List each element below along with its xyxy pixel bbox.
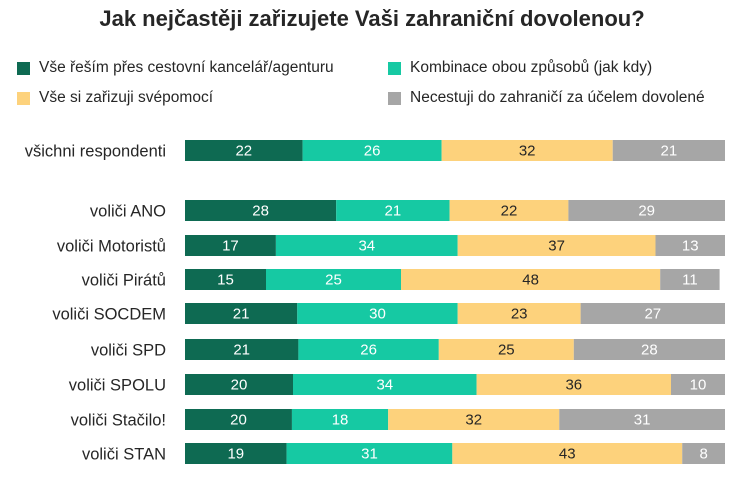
- category-label: voliči Pirátů: [82, 272, 166, 290]
- bar-segment: [297, 303, 458, 324]
- bar-segment: [275, 235, 458, 256]
- bar-segment: [682, 443, 725, 464]
- data-label: 48: [522, 272, 539, 289]
- data-label: 27: [644, 306, 661, 323]
- category-label: voliči SPOLU: [69, 377, 166, 395]
- data-label: 29: [638, 203, 655, 220]
- data-label: 22: [501, 203, 518, 220]
- data-label: 32: [519, 143, 536, 160]
- data-label: 23: [511, 306, 528, 323]
- bar-segment: [185, 200, 337, 221]
- data-label: 30: [369, 306, 386, 323]
- chart-title: Jak nejčastěji zařizujete Vaši zahraničn…: [99, 6, 645, 31]
- data-label: 37: [548, 238, 565, 255]
- legend-label: Vše řeším přes cestovní kancelář/agentur…: [39, 59, 334, 76]
- data-label: 22: [235, 143, 252, 160]
- bar-segment: [185, 140, 303, 161]
- legend-label: Necestuji do zahraničí za účelem dovolen…: [410, 89, 705, 106]
- data-label: 20: [230, 412, 247, 429]
- data-label: 21: [233, 306, 250, 323]
- legend-swatch: [17, 91, 30, 105]
- bar-segment: [457, 235, 656, 256]
- data-label: 28: [641, 342, 658, 359]
- legend-swatch: [17, 61, 30, 75]
- legend-label: Vše si zařizuji svépomocí: [39, 89, 214, 106]
- data-label: 8: [699, 446, 707, 463]
- bar-segment: [568, 200, 725, 221]
- bar-segment: [266, 269, 401, 290]
- category-label: voliči Motoristů: [57, 238, 166, 256]
- data-label: 21: [233, 342, 250, 359]
- legend-swatch: [388, 91, 401, 105]
- data-label: 19: [227, 446, 244, 463]
- data-label: 26: [364, 143, 381, 160]
- category-label: voliči STAN: [82, 446, 166, 464]
- bar-segment: [612, 140, 725, 161]
- bar-segment: [655, 235, 725, 256]
- data-label: 10: [690, 377, 707, 394]
- legend-item: Vše řeším přes cestovní kancelář/agentur…: [17, 58, 334, 78]
- data-label: 25: [325, 272, 342, 289]
- data-label: 17: [222, 238, 239, 255]
- legend-item: Necestuji do zahraničí za účelem dovolen…: [388, 88, 705, 108]
- bar-segment: [476, 374, 671, 395]
- bar-segment: [660, 269, 720, 290]
- bar-segment: [185, 235, 276, 256]
- data-label: 36: [565, 377, 582, 394]
- bar-segment: [457, 303, 581, 324]
- data-label: 31: [634, 412, 651, 429]
- bar-segment: [293, 374, 477, 395]
- legend-label: Kombinace obou způsobů (jak kdy): [410, 59, 653, 76]
- data-label: 28: [252, 203, 269, 220]
- bar-segment: [185, 269, 266, 290]
- bar-segment: [185, 409, 292, 430]
- data-label: 43: [559, 446, 576, 463]
- bar-segment: [185, 374, 293, 395]
- data-label: 25: [498, 342, 515, 359]
- bar-segment: [286, 443, 453, 464]
- bar-segment: [401, 269, 661, 290]
- bar-segment: [438, 339, 574, 360]
- data-label: 21: [661, 143, 678, 160]
- data-label: 31: [361, 446, 378, 463]
- data-label: 15: [217, 272, 234, 289]
- category-label: voliči ANO: [90, 203, 166, 221]
- data-label: 34: [358, 238, 375, 255]
- bar-segment: [185, 443, 287, 464]
- legend-swatch: [388, 61, 401, 75]
- bar-segment: [388, 409, 560, 430]
- bar-segment: [298, 339, 439, 360]
- data-label: 20: [231, 377, 248, 394]
- category-label: voliči SPD: [91, 342, 166, 360]
- bar-segment: [573, 339, 725, 360]
- data-label: 34: [376, 377, 393, 394]
- bar-segment: [580, 303, 725, 324]
- category-label: voliči Stačilo!: [71, 412, 166, 430]
- bar-segment: [185, 339, 299, 360]
- data-label: 32: [465, 412, 482, 429]
- data-label: 21: [385, 203, 402, 220]
- category-label: voliči SOCDEM: [52, 306, 166, 324]
- bar-segment: [671, 374, 725, 395]
- bar-segment: [441, 140, 613, 161]
- legend-item: Kombinace obou způsobů (jak kdy): [388, 58, 652, 78]
- bar-segment: [559, 409, 725, 430]
- bar-segment: [185, 303, 298, 324]
- data-label: 11: [682, 272, 698, 289]
- bar-segment: [336, 200, 450, 221]
- category-label: všichni respondenti: [25, 143, 166, 161]
- bar-segment: [302, 140, 442, 161]
- legend-item: Vše si zařizuji svépomocí: [17, 88, 213, 108]
- bar-segment: [449, 200, 569, 221]
- data-label: 18: [332, 412, 349, 429]
- bar-segment: [452, 443, 683, 464]
- bar-segment: [291, 409, 389, 430]
- data-label: 26: [360, 342, 377, 359]
- data-label: 13: [682, 238, 699, 255]
